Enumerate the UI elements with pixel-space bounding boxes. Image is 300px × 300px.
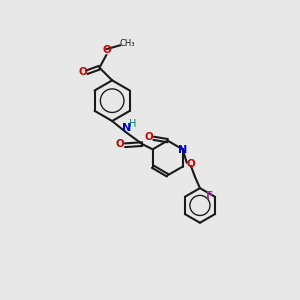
- Text: O: O: [145, 132, 154, 142]
- Text: CH₃: CH₃: [119, 39, 135, 48]
- Text: O: O: [116, 139, 124, 149]
- Text: O: O: [78, 67, 87, 77]
- Text: F: F: [206, 191, 213, 201]
- Text: N: N: [178, 145, 188, 155]
- Text: H: H: [129, 119, 136, 129]
- Text: N: N: [122, 123, 131, 133]
- Text: O: O: [103, 45, 111, 55]
- Text: O: O: [186, 159, 195, 169]
